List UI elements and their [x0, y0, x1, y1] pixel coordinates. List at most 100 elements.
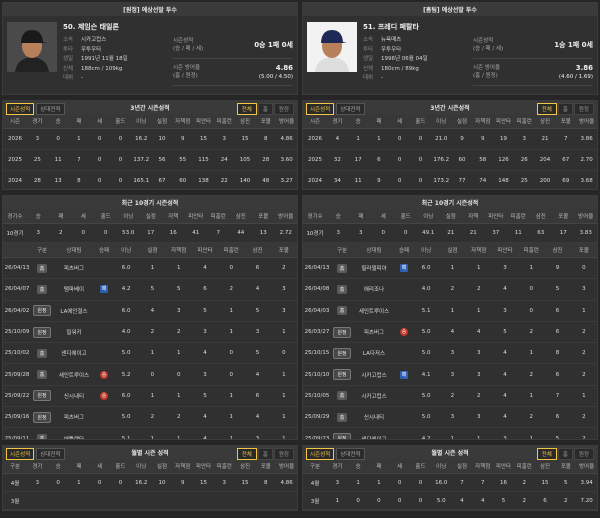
cell: 74 — [472, 170, 494, 189]
filter[interactable]: 전체 — [236, 103, 257, 115]
cell — [395, 278, 413, 301]
cell: 6 — [544, 321, 571, 344]
cell: 홈 — [331, 406, 353, 429]
column-header: 실점 — [151, 459, 173, 474]
summary-main: 0승 1패 0세 — [254, 40, 293, 49]
column-header: 실점 — [451, 459, 473, 474]
column-header: 피홈런 — [518, 243, 545, 258]
cell: 3 — [270, 278, 297, 301]
cell: 원정 — [331, 363, 353, 386]
filter[interactable]: 원정 — [573, 448, 594, 460]
cell: 홈 — [31, 363, 53, 386]
filter[interactable]: 홈 — [557, 103, 573, 115]
cell: 2025 — [303, 149, 327, 171]
cell: 140 — [234, 170, 256, 189]
cell: LA에인절스 — [53, 300, 95, 322]
cell: 8 — [68, 170, 90, 189]
cell: 1 — [570, 385, 597, 408]
cell: 0 — [110, 149, 131, 171]
column-header: 구분 — [303, 459, 327, 474]
cell: 홈 — [31, 427, 53, 439]
summary-title: 시즌성적 — [473, 38, 494, 44]
tab[interactable]: 시즌성적 — [6, 448, 35, 460]
cell: 25/09/29 — [303, 406, 331, 429]
filter[interactable]: 홈 — [257, 103, 273, 115]
filter[interactable]: 전체 — [236, 448, 257, 460]
cell: 16.2 — [130, 128, 152, 150]
column-header: 세 — [89, 114, 111, 129]
info-value: - — [381, 75, 383, 81]
venue-badge: 원정 — [33, 326, 51, 338]
filter[interactable]: 홈 — [557, 448, 573, 460]
data-row: 25/09/22 원정 신시내티 승 6.0 1 1 5 1 6 1 — [3, 385, 297, 408]
filter[interactable]: 원정 — [273, 103, 294, 115]
cell: 4 — [491, 406, 519, 429]
tab[interactable]: 상대전적 — [36, 448, 65, 460]
summary-title: 시즌 방어율 — [473, 65, 501, 71]
cell: 1 — [465, 300, 492, 322]
cell: 10 — [151, 473, 173, 492]
cell: 41 — [184, 223, 207, 243]
filter[interactable]: 홈 — [257, 448, 273, 460]
cell: 2 — [439, 385, 466, 408]
filter[interactable]: 원정 — [573, 103, 594, 115]
cell: 4 — [244, 406, 271, 429]
column-header: 홀드 — [410, 114, 431, 129]
cell: 10경기 — [303, 223, 327, 243]
filter[interactable]: 원정 — [273, 448, 294, 460]
tab[interactable]: 상대전적 — [336, 448, 365, 460]
cell: 8 — [255, 473, 277, 492]
player-photo — [7, 22, 57, 72]
column-header: 피홈런 — [513, 459, 535, 474]
info-line: 신체 188cm / 109kg — [63, 65, 128, 75]
cell: 1 — [465, 427, 492, 439]
info-value: 188cm / 109kg — [81, 65, 123, 72]
tab[interactable]: 상대전적 — [36, 103, 65, 115]
profile-header: [홈팀] 예상선발 투수 — [303, 3, 597, 16]
cell — [130, 491, 152, 510]
filter[interactable]: 전체 — [536, 448, 557, 460]
cell: 시카고컵스 — [353, 363, 395, 386]
column-header: 실점 — [139, 243, 166, 258]
cell: 1 — [139, 342, 166, 365]
cell: 9 — [172, 128, 194, 150]
tab[interactable]: 시즌성적 — [306, 103, 335, 115]
cell: 0 — [89, 128, 111, 150]
info-label: 소속 — [63, 37, 74, 43]
season-summary: 시즌성적 (승 / 패 / 세) 1승 1패 0세 시즌 방어율 (홈 / 원정) 3.8… — [473, 32, 593, 86]
cell: 5 — [139, 278, 166, 301]
cell: 200 — [534, 170, 556, 189]
tab[interactable]: 시즌성적 — [6, 103, 35, 115]
cell: 3.86 — [576, 128, 597, 150]
cell: 16.0 — [430, 473, 452, 492]
column-header: 이닝 — [130, 459, 152, 474]
decision-badge: 패 — [400, 370, 408, 379]
cell — [47, 491, 69, 510]
cell: 6 — [244, 385, 271, 408]
cell — [255, 491, 277, 510]
column-header: 방어율 — [574, 209, 597, 224]
cell: 25/10/02 — [3, 342, 31, 365]
cell: 3 — [570, 278, 597, 301]
cell: 15 — [534, 473, 556, 492]
cell: 홈 — [331, 385, 353, 408]
cell: 1 — [218, 300, 245, 322]
cell: 4 — [491, 385, 519, 408]
section-header: 최근 10경기 시즌성적 — [3, 196, 297, 209]
data-row: 4월 3 0 1 0 0 16.2 10 9 15 3 15 8 4.86 — [3, 473, 297, 492]
info-line: 투타 우투우타 — [63, 46, 128, 56]
data-row: 10경기 3 2 0 0 53.0 17 16 41 7 44 13 2.72 — [3, 223, 297, 243]
filter[interactable]: 전체 — [536, 103, 557, 115]
tab[interactable]: 상대전적 — [336, 103, 365, 115]
recent-section: 최근 10경기 시즌성적 경기수 승 패 세 홀드 이닝 실점 자책 피안타 피홈런 삼진 포볼 방어율 1… — [2, 195, 298, 440]
cell: 1 — [139, 385, 166, 408]
tab[interactable]: 시즌성적 — [306, 448, 335, 460]
data-row: 3월 1 0 0 0 0 5.0 4 4 5 2 6 2 7.20 — [303, 491, 597, 510]
cell: 0 — [72, 223, 95, 243]
cell — [395, 406, 413, 429]
cell — [89, 491, 111, 510]
info-line: 데뷔 - — [63, 74, 128, 84]
cell: 1 — [165, 385, 192, 408]
cell: 0 — [110, 473, 131, 492]
